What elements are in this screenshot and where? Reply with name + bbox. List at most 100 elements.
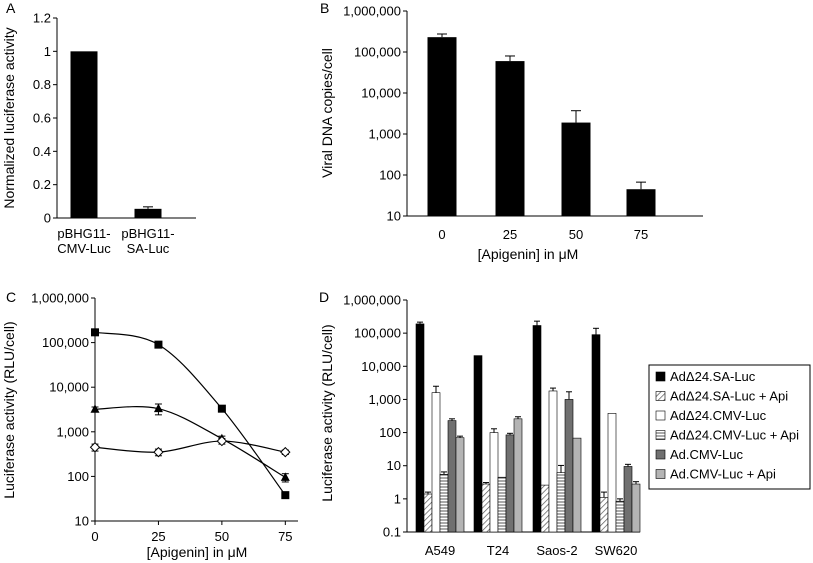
legend-item: AdΔ24.SA-Luc + Api xyxy=(655,389,788,404)
panel-label: C xyxy=(6,289,16,305)
bar xyxy=(561,122,591,216)
legend-swatch xyxy=(655,371,666,382)
panel-c: C Luciferase activity (RLU/cell) 10 100 1,00… xyxy=(1,289,298,560)
y-tick-label: 100 xyxy=(379,168,401,183)
y-tick-label: 100,000 xyxy=(354,326,401,341)
data-point-diamond xyxy=(89,442,101,453)
x-tick-label: pBHG11- xyxy=(57,226,110,241)
bar xyxy=(548,390,558,533)
bar xyxy=(431,392,441,533)
legend-label: Ad.CMV-Luc + Api xyxy=(670,467,776,482)
bar xyxy=(591,334,601,533)
bar xyxy=(623,466,633,533)
data-point-square xyxy=(154,340,163,349)
series-line-triangle xyxy=(94,406,286,478)
data-point-triangle xyxy=(90,404,100,413)
data-point-square xyxy=(217,404,226,413)
bar xyxy=(495,61,525,217)
y-tick-label: 1,000 xyxy=(56,424,89,439)
legend-label: Ad.CMV-Luc xyxy=(670,447,743,462)
y-tick-label: 100,000 xyxy=(42,335,89,350)
legend-swatch xyxy=(655,430,666,440)
bar xyxy=(70,51,98,219)
y-tick-label: 0.1 xyxy=(383,525,401,540)
bar xyxy=(572,437,582,533)
bar xyxy=(447,420,457,533)
bar xyxy=(564,399,574,533)
x-tick-label: SW620 xyxy=(595,543,638,558)
legend-swatch xyxy=(655,449,666,460)
panel-d: D Luciferase activity (RLU/cell) 0.1 1 10 100… xyxy=(319,289,811,558)
legend: AdΔ24.SA-Luc AdΔ24.SA-Luc + Api AdΔ24.CMV-… xyxy=(648,364,811,490)
legend-label: AdΔ24.SA-Luc xyxy=(670,369,756,384)
y-axis-label: Luciferase activity (RLU/cell) xyxy=(319,324,335,501)
bar xyxy=(473,355,483,533)
x-tick-label: 75 xyxy=(278,529,292,544)
bar xyxy=(439,474,449,533)
y-tick-label: 10,000 xyxy=(49,380,89,395)
legend-item: AdΔ24.SA-Luc xyxy=(655,369,756,384)
y-tick-label: 1 xyxy=(394,491,401,506)
x-tick-label: T24 xyxy=(487,543,509,558)
legend-swatch xyxy=(655,410,666,421)
y-tick-label: 10,000 xyxy=(361,86,401,101)
x-tick-label: 0 xyxy=(438,227,445,242)
legend-item: Ad.CMV-Luc + Api xyxy=(655,467,776,482)
legend-swatch xyxy=(655,391,666,401)
y-tick-label: 100 xyxy=(379,425,401,440)
y-tick-label: 1,000,000 xyxy=(31,291,89,306)
series-line-diamond xyxy=(94,440,286,453)
data-point-diamond xyxy=(280,446,291,458)
y-tick-label: 10 xyxy=(387,209,401,224)
series-line-square xyxy=(94,331,286,496)
y-tick-label: 100 xyxy=(67,469,89,484)
legend-box xyxy=(648,364,811,490)
x-tick-label: 50 xyxy=(569,227,583,242)
legend-item: AdΔ24.CMV-Luc + Api xyxy=(655,428,799,443)
x-axis-label: [Apigenin] in μM xyxy=(478,246,579,262)
y-tick-label: 100,000 xyxy=(354,45,401,60)
x-tick-label: pBHG11- xyxy=(121,226,174,241)
panel-label: B xyxy=(320,0,329,16)
bar xyxy=(134,208,162,218)
y-tick-label: 0.2 xyxy=(33,177,51,192)
x-tick-label: 25 xyxy=(151,529,165,544)
x-tick-label: 0 xyxy=(91,529,98,544)
y-tick-label: 1,000,000 xyxy=(343,4,401,19)
bar xyxy=(532,325,542,533)
y-tick-label: 1,000 xyxy=(368,392,401,407)
legend-label: AdΔ24.SA-Luc + Api xyxy=(670,389,788,404)
data-point-diamond xyxy=(153,446,164,458)
bar xyxy=(455,437,465,533)
legend-label: AdΔ24.CMV-Luc + Api xyxy=(670,428,799,443)
bar xyxy=(481,483,491,533)
legend-swatch xyxy=(655,469,666,479)
y-tick-label: 1,000,000 xyxy=(343,293,401,308)
panel-a: A Normalized luciferase activity 0 0.2 0.4 0.… xyxy=(1,0,196,256)
bar xyxy=(427,37,457,216)
y-tick-label: 0.6 xyxy=(33,111,51,126)
bar xyxy=(540,484,550,533)
data-point-diamond xyxy=(216,435,228,447)
y-tick-label: 10 xyxy=(387,458,401,473)
y-tick-label: 0 xyxy=(44,211,51,226)
x-tick-label: A549 xyxy=(425,543,455,558)
data-point-triangle xyxy=(280,472,290,481)
bar xyxy=(423,493,433,533)
y-tick-label: 1,000 xyxy=(368,127,401,142)
bar xyxy=(505,434,515,533)
y-tick-label: 10,000 xyxy=(361,359,401,374)
bar xyxy=(556,472,566,533)
bar xyxy=(497,476,507,533)
y-tick-label: 1 xyxy=(44,44,51,59)
bar xyxy=(631,483,641,533)
data-point-triangle xyxy=(153,403,163,413)
bar xyxy=(599,497,609,533)
panel-label: D xyxy=(319,289,329,305)
bar xyxy=(415,323,425,533)
panel-b: B Viral DNA copies/cell 10 100 1,000 10,000 10… xyxy=(319,0,703,262)
legend-item: Ad.CMV-Luc xyxy=(655,447,743,462)
data-point-square xyxy=(281,491,290,500)
bar xyxy=(513,418,523,533)
